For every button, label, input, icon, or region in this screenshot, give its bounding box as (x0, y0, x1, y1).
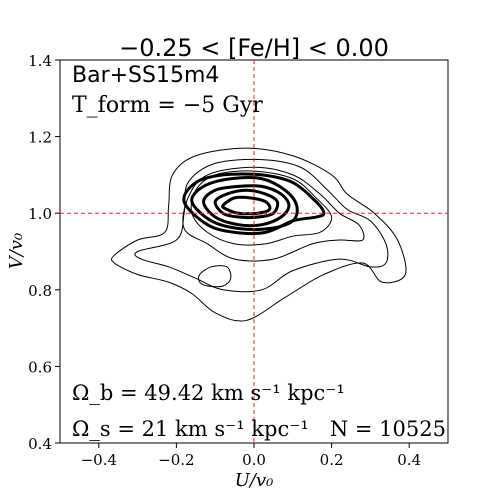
tform-label: T_form = −5 Gyr (72, 93, 263, 118)
x-axis-label: U/v₀ (235, 470, 274, 491)
model-label: Bar+SS15m4 (72, 63, 219, 88)
contour-level-9 (221, 195, 272, 216)
omega-b-label: Ω_b = 49.42 km s⁻¹ kpc⁻¹ (72, 381, 345, 405)
y-tick-label: 1.0 (28, 205, 52, 223)
contour-level-6 (190, 176, 299, 231)
contour-level-7 (202, 184, 291, 228)
y-tick-label: 0.6 (28, 358, 52, 376)
contour-level-10 (197, 265, 232, 288)
x-tick-label: −0.4 (81, 451, 117, 469)
x-tick-label: 0.2 (320, 451, 344, 469)
contour-level-2 (134, 158, 389, 293)
omega-s-label: Ω_s = 21 km s⁻¹ kpc⁻¹ (72, 417, 309, 441)
y-axis-label: V/v₀ (6, 233, 27, 269)
y-tick-label: 1.2 (28, 129, 52, 147)
y-tick-label: 0.4 (28, 435, 52, 453)
x-tick-label: 0.4 (397, 451, 421, 469)
y-tick-label: 1.4 (28, 52, 52, 70)
x-tick-label: −0.2 (158, 451, 194, 469)
contour-level-8 (213, 188, 280, 220)
contour-level-3 (182, 166, 365, 262)
x-tick-label: 0.0 (242, 451, 266, 469)
n-stars-label: N = 10525 (330, 417, 446, 441)
contour-level-1 (110, 147, 407, 322)
y-tick-label: 0.8 (28, 282, 52, 300)
contour-level-5 (182, 172, 326, 236)
chart-title: −0.25 < [Fe/H] < 0.00 (119, 34, 389, 62)
